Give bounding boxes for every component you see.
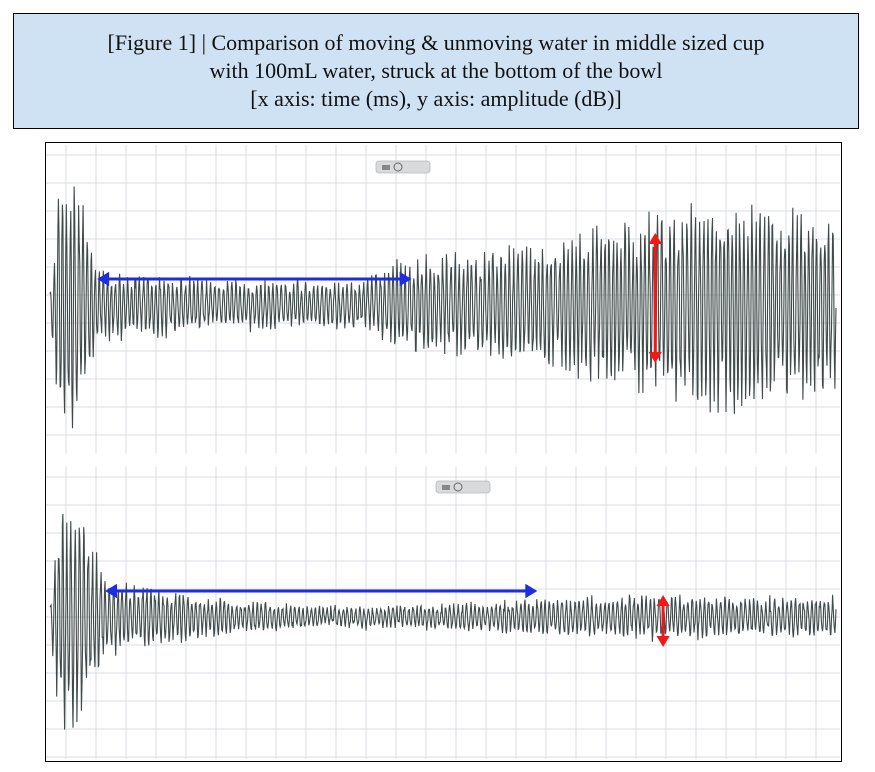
blue-arrow-head: [97, 271, 110, 287]
red-arrow-head: [656, 636, 670, 647]
power-icon: [453, 482, 463, 492]
caption-line-2: with 100mL water, struck at the bottom o…: [209, 58, 663, 83]
playback-widget: [435, 480, 491, 494]
caption-line-1: [Figure 1] | Comparison of moving & unmo…: [107, 30, 765, 55]
signal-icon: [382, 165, 390, 170]
red-double-arrow: [656, 595, 670, 647]
waveform-line: [49, 513, 837, 730]
waveform-line: [49, 186, 837, 429]
waveform-chart-unmoving: [46, 467, 840, 759]
blue-arrow-head: [399, 271, 412, 287]
waveform-chart-moving: [46, 145, 840, 453]
red-double-arrow: [648, 233, 662, 363]
blue-arrow-head: [525, 583, 538, 599]
blue-double-arrow: [97, 271, 412, 287]
red-arrow-head: [656, 595, 670, 606]
blue-arrow-head: [105, 583, 118, 599]
figure-caption: [Figure 1] | Comparison of moving & unmo…: [13, 13, 859, 129]
plot-unmoving-water: [46, 467, 840, 759]
grid: [46, 467, 840, 759]
plot-moving-water: [46, 145, 840, 453]
red-arrow-head: [648, 352, 662, 363]
caption-line-3: [x axis: time (ms), y axis: amplitude (d…: [250, 86, 622, 111]
power-icon: [393, 162, 403, 172]
blue-double-arrow: [105, 583, 538, 599]
signal-icon: [442, 485, 450, 490]
figure-frame: [45, 142, 842, 762]
playback-widget: [375, 160, 431, 174]
red-arrow-head: [648, 233, 662, 244]
